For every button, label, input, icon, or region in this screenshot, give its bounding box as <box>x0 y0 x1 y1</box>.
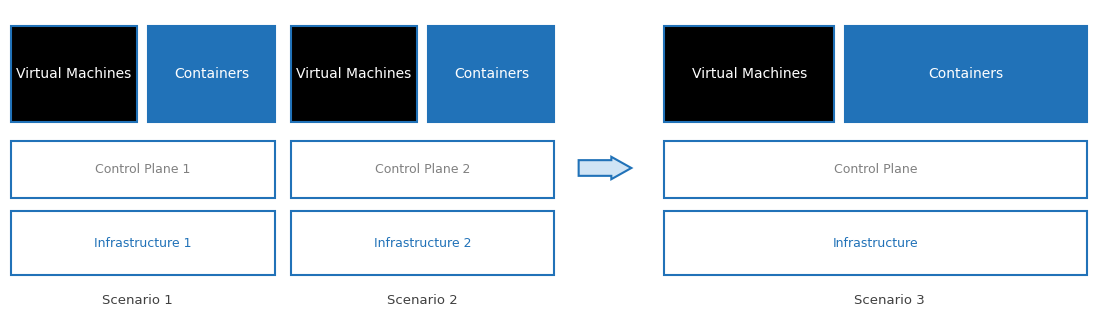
Bar <box>579 160 612 176</box>
Text: Virtual Machines: Virtual Machines <box>16 67 132 81</box>
Bar <box>428 26 554 122</box>
Text: Scenario 3: Scenario 3 <box>854 294 925 307</box>
Text: Infrastructure 2: Infrastructure 2 <box>374 237 471 250</box>
Bar <box>291 211 554 275</box>
Text: Containers: Containers <box>173 67 249 81</box>
Bar <box>291 141 554 198</box>
Text: Control Plane 1: Control Plane 1 <box>96 163 190 176</box>
Bar <box>11 26 137 122</box>
Bar <box>664 211 1087 275</box>
Polygon shape <box>612 157 631 179</box>
Text: Scenario 2: Scenario 2 <box>388 294 458 307</box>
Text: Control Plane: Control Plane <box>833 163 918 176</box>
Bar <box>148 26 274 122</box>
Bar <box>664 26 834 122</box>
Text: Containers: Containers <box>929 67 1004 81</box>
Text: Control Plane 2: Control Plane 2 <box>376 163 470 176</box>
Bar <box>845 26 1087 122</box>
Bar <box>664 141 1087 198</box>
Bar <box>11 211 274 275</box>
Text: Scenario 1: Scenario 1 <box>102 294 172 307</box>
Bar <box>291 26 417 122</box>
Bar <box>11 141 274 198</box>
Text: Containers: Containers <box>453 67 529 81</box>
Text: Infrastructure 1: Infrastructure 1 <box>94 237 191 250</box>
Polygon shape <box>579 157 631 179</box>
Text: Virtual Machines: Virtual Machines <box>692 67 807 81</box>
Text: Infrastructure: Infrastructure <box>833 237 918 250</box>
Text: Virtual Machines: Virtual Machines <box>296 67 412 81</box>
